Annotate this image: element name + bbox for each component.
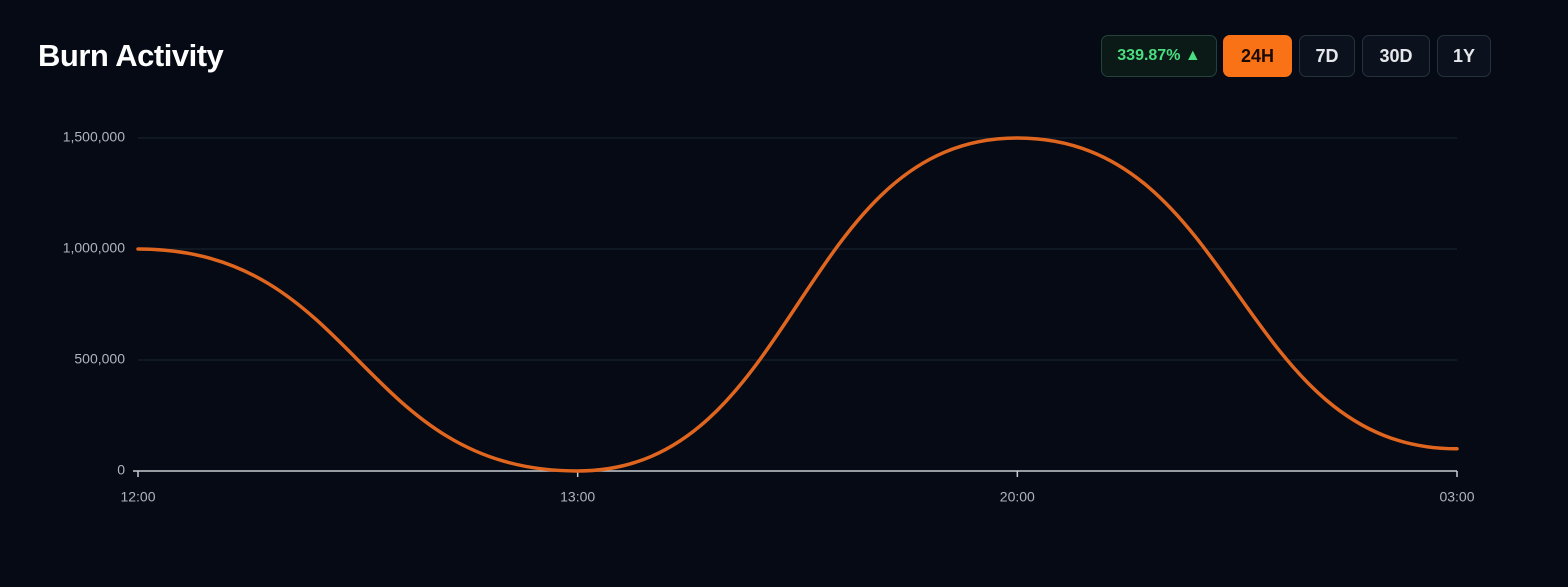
range-button[interactable]: 24H: [1223, 35, 1292, 77]
x-tick-label: 13:00: [560, 489, 595, 505]
x-tick-label: 12:00: [120, 489, 155, 505]
y-tick-label: 1,000,000: [63, 240, 125, 256]
change-badge: 339.87% ▲: [1101, 35, 1217, 77]
range-button[interactable]: 30D: [1362, 35, 1430, 77]
range-button[interactable]: 1Y: [1437, 35, 1491, 77]
y-tick-label: 500,000: [74, 351, 125, 367]
x-tick-label: 20:00: [1000, 489, 1035, 505]
range-button[interactable]: 7D: [1299, 35, 1355, 77]
y-tick-label: 0: [117, 462, 125, 478]
x-tick-label: 03:00: [1439, 489, 1474, 505]
chart-title: Burn Activity: [38, 38, 224, 73]
y-tick-label: 1,500,000: [63, 129, 125, 145]
line-series: [136, 136, 1459, 473]
